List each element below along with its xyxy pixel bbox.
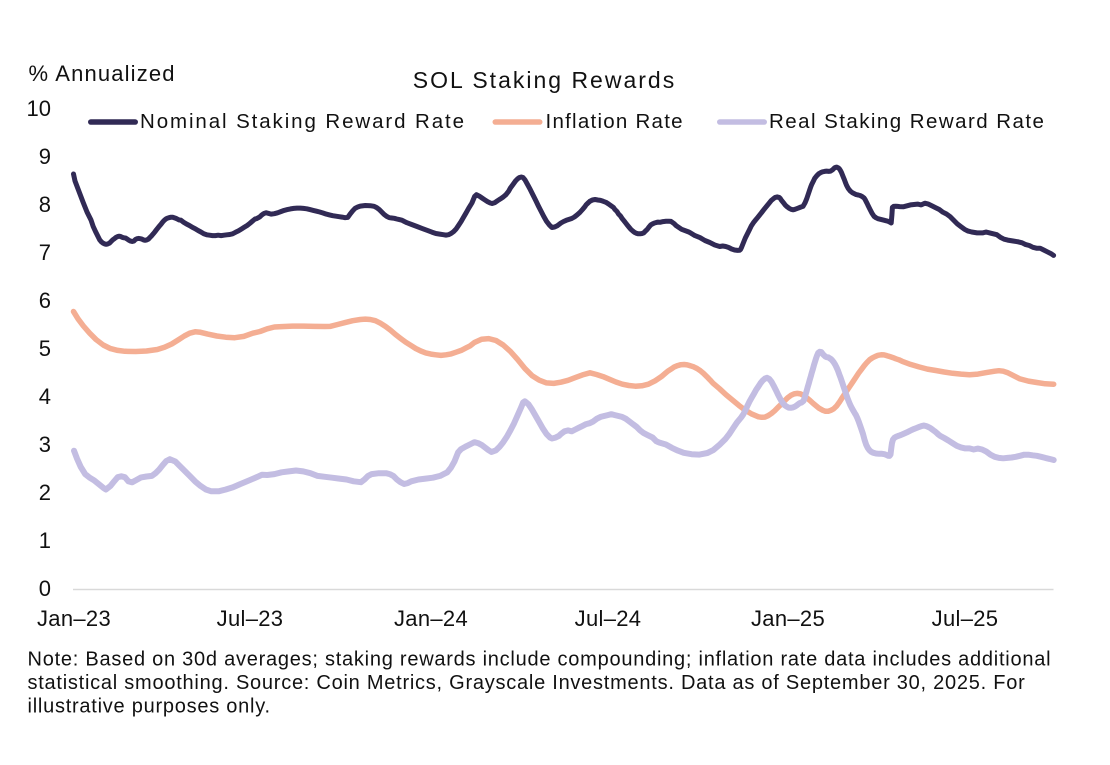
svg-text:Jul–24: Jul–24 (575, 606, 642, 631)
svg-text:9: 9 (39, 144, 51, 169)
svg-text:10: 10 (27, 96, 51, 121)
svg-text:Jan–23: Jan–23 (37, 606, 111, 631)
svg-text:Note: Based on 30d averages; s: Note: Based on 30d averages; staking rew… (28, 649, 1052, 671)
svg-text:Jul–25: Jul–25 (932, 606, 999, 631)
svg-text:Nominal Staking Reward Rate: Nominal Staking Reward Rate (140, 110, 466, 133)
svg-text:Real Staking Reward Rate: Real Staking Reward Rate (769, 110, 1045, 133)
svg-text:6: 6 (39, 288, 51, 313)
svg-text:illustrative purposes only.: illustrative purposes only. (28, 696, 271, 718)
svg-text:SOL Staking Rewards: SOL Staking Rewards (413, 67, 676, 93)
svg-text:5: 5 (39, 336, 51, 361)
svg-text:3: 3 (39, 432, 51, 457)
svg-text:1: 1 (39, 528, 51, 553)
svg-text:Jul–23: Jul–23 (217, 606, 284, 631)
svg-text:% Annualized: % Annualized (29, 61, 176, 86)
svg-text:0: 0 (39, 576, 51, 601)
svg-text:Jan–24: Jan–24 (394, 606, 468, 631)
svg-text:statistical smoothing. Source:: statistical smoothing. Source: Coin Metr… (28, 672, 1026, 694)
svg-text:Jan–25: Jan–25 (751, 606, 825, 631)
svg-text:4: 4 (39, 384, 51, 409)
svg-text:2: 2 (39, 480, 51, 505)
svg-text:Inflation Rate: Inflation Rate (546, 110, 684, 133)
svg-text:7: 7 (39, 240, 51, 265)
svg-text:8: 8 (39, 192, 51, 217)
